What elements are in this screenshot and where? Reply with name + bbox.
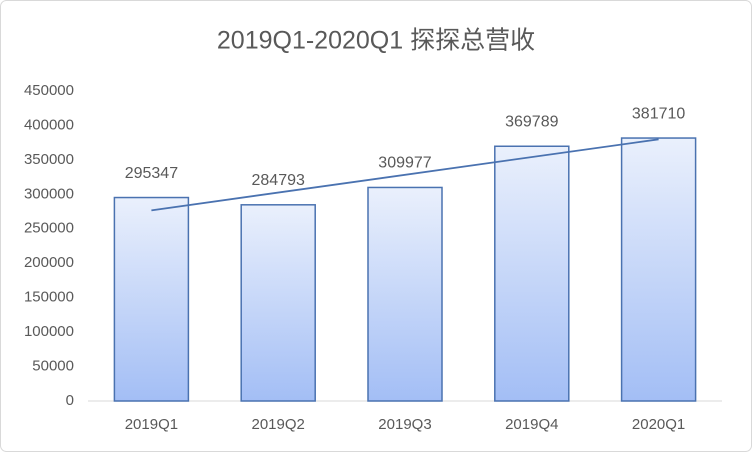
- value-label: 295347: [125, 165, 178, 182]
- y-tick-label: 450000: [24, 82, 74, 99]
- x-tick-label: 2019Q1: [125, 416, 178, 433]
- y-tick-label: 350000: [24, 151, 74, 168]
- bar: [113, 196, 190, 402]
- y-tick-label: 0: [66, 392, 74, 409]
- y-tick-label: 250000: [24, 220, 74, 237]
- y-tick-label: 150000: [24, 289, 74, 306]
- x-tick-label: 2019Q2: [252, 416, 305, 433]
- value-label: 381710: [632, 105, 685, 122]
- bar: [494, 145, 570, 402]
- bar: [240, 204, 316, 402]
- y-tick-label: 50000: [32, 358, 74, 375]
- x-tick-label: 2019Q4: [505, 416, 558, 433]
- bar: [620, 137, 697, 402]
- y-tick-label: 100000: [24, 323, 74, 340]
- bar: [367, 186, 443, 402]
- y-tick-label: 400000: [24, 116, 74, 133]
- trendline: [151, 138, 659, 212]
- value-label: 369789: [505, 113, 558, 130]
- value-label: 309977: [378, 155, 431, 172]
- x-tick-label: 2020Q1: [632, 416, 685, 433]
- x-tick-label: 2019Q3: [378, 416, 431, 433]
- chart-title: 2019Q1-2020Q1 探探总营收: [217, 27, 535, 55]
- y-tick-label: 200000: [24, 254, 74, 271]
- value-label: 284793: [252, 172, 305, 189]
- y-tick-label: 300000: [24, 185, 74, 202]
